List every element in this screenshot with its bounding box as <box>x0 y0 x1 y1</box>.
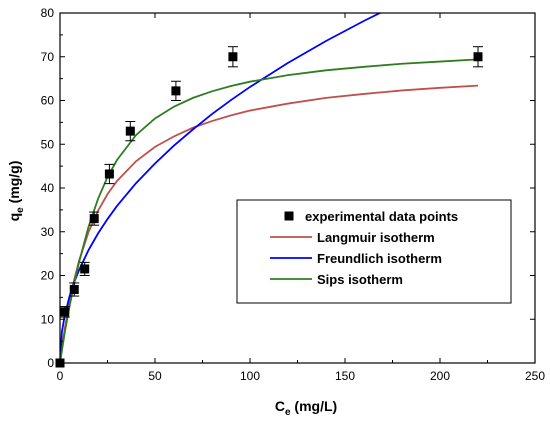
y-tick-label: 40 <box>41 181 55 195</box>
legend: experimental data points Langmuir isother… <box>236 199 512 304</box>
legend-label: experimental data points <box>305 209 458 224</box>
x-tick-label: 50 <box>148 369 162 383</box>
data-point <box>69 285 79 294</box>
legend-marker-square <box>284 211 294 221</box>
y-axis-title: qe (mg/g) <box>6 161 26 222</box>
y-tick-label: 10 <box>41 312 55 326</box>
legend-box <box>236 199 512 304</box>
data-point <box>228 52 238 62</box>
data-point <box>171 86 181 96</box>
series-line-sips-isotherm <box>60 58 479 363</box>
x-tick-label: 100 <box>240 369 260 383</box>
y-tick-label: 70 <box>41 50 55 64</box>
y-tick-label: 30 <box>41 225 55 239</box>
legend-label: Sips isotherm <box>317 272 403 287</box>
y-tick-label: 60 <box>41 94 55 108</box>
y-tick-label: 0 <box>47 356 54 370</box>
x-tick-label: 200 <box>430 369 450 383</box>
legend-label: Langmuir isotherm <box>317 230 435 245</box>
tick-labels: 0 50 100 150 200 250 0 10 20 30 40 50 60 70 80 <box>41 6 546 383</box>
x-tick-label: 150 <box>335 369 355 383</box>
y-tick-label: 20 <box>41 269 55 283</box>
data-point <box>473 52 483 62</box>
x-tick-label: 250 <box>525 369 545 383</box>
data-point <box>89 214 99 224</box>
data-point <box>80 264 90 274</box>
x-axis-title: Ce (mg/L) <box>275 398 337 418</box>
data-point <box>60 307 70 317</box>
axes <box>59 12 536 364</box>
y-tick-label: 80 <box>41 6 55 20</box>
plot-area <box>55 13 483 368</box>
data-point <box>104 169 114 179</box>
data-point <box>125 126 135 136</box>
legend-label: Freundlich isotherm <box>317 251 442 266</box>
y-tick-label: 50 <box>41 137 55 151</box>
x-tick-label: 0 <box>57 369 64 383</box>
